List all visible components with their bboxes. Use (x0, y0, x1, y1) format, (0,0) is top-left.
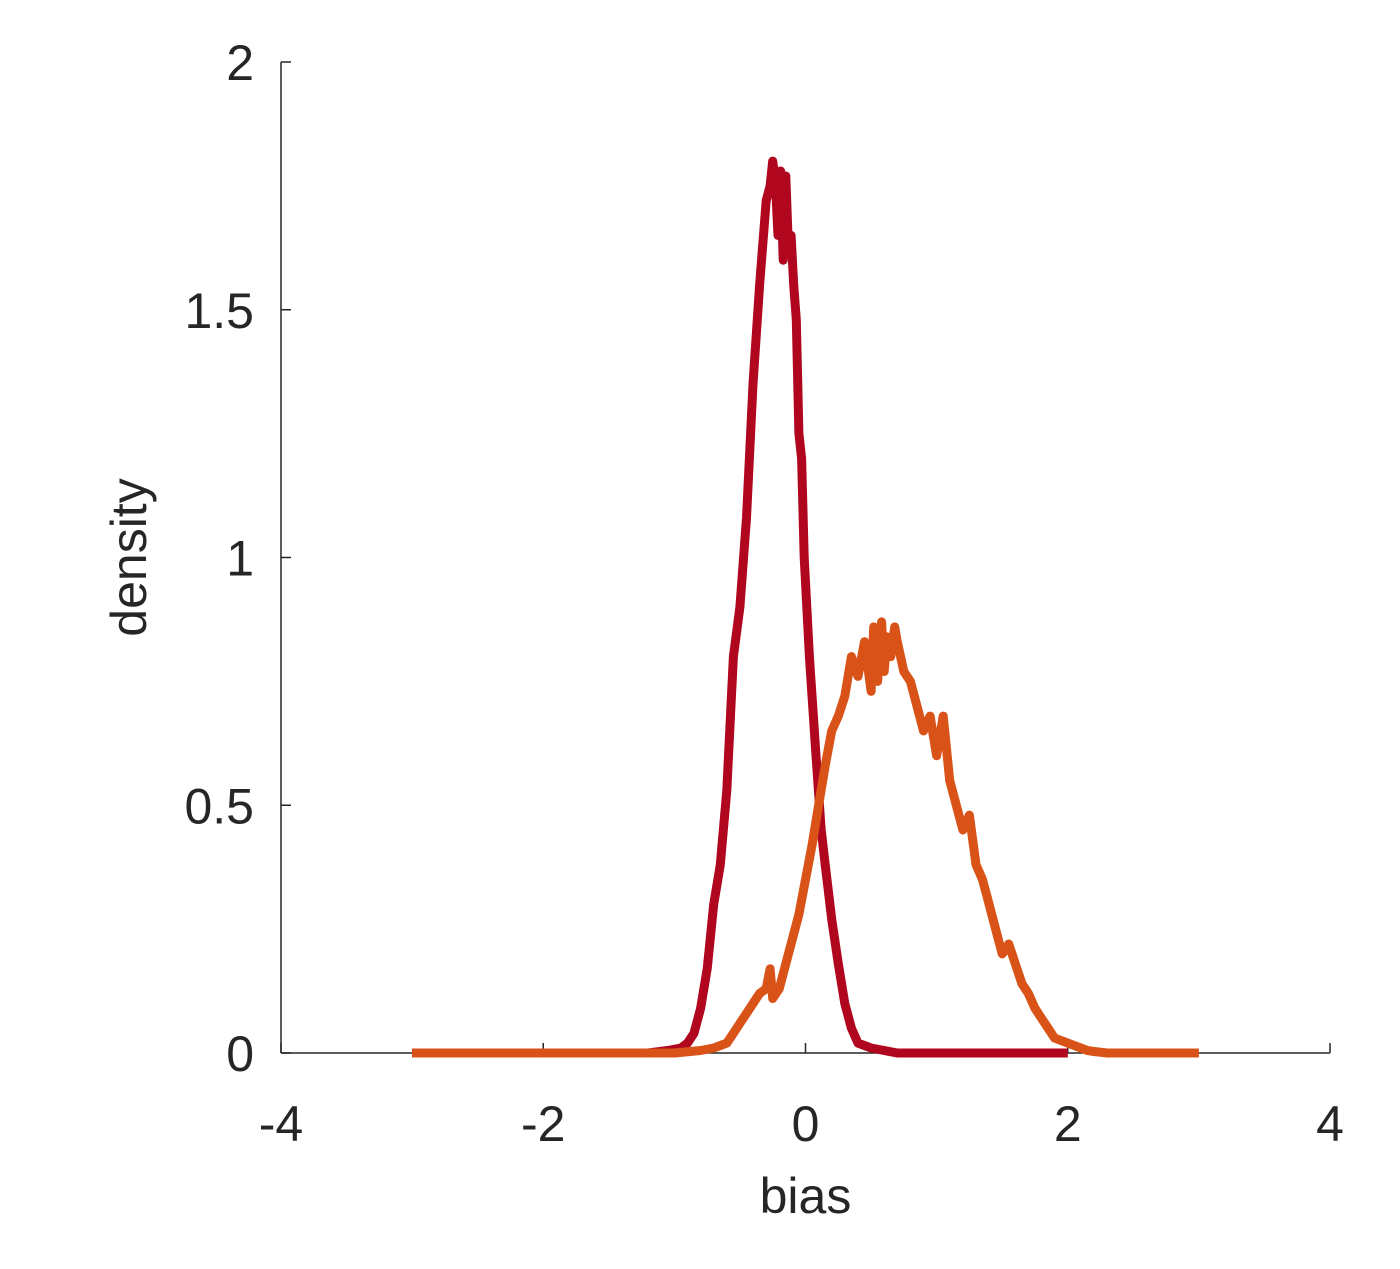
x-tick-label: 2 (1054, 1096, 1082, 1152)
x-ticks: -4 -2 0 2 4 (259, 1043, 1344, 1152)
series-line-2 (412, 617, 1199, 1058)
series-line-1 (412, 156, 1068, 1058)
series-group (412, 156, 1199, 1058)
x-tick-label: 4 (1316, 1096, 1344, 1152)
x-tick-label: -2 (521, 1096, 565, 1152)
y-tick-label: 0 (226, 1026, 254, 1082)
x-axis-title: bias (760, 1168, 852, 1224)
y-tick-label: 2 (226, 35, 254, 91)
x-tick-label: -4 (259, 1096, 303, 1152)
y-ticks: 0 0.5 1 1.5 2 (184, 35, 291, 1082)
y-tick-label: 1.5 (184, 283, 254, 339)
y-axis-title: density (101, 478, 157, 636)
y-tick-label: 1 (226, 531, 254, 587)
y-tick-label: 0.5 (184, 778, 254, 834)
x-tick-label: 0 (792, 1096, 820, 1152)
